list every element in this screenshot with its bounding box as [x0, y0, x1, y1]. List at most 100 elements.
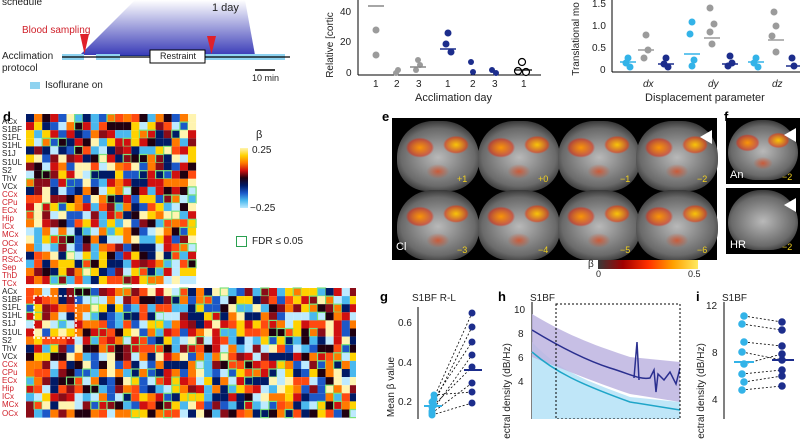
panel-h-plot	[531, 302, 681, 419]
restraint-box	[149, 49, 206, 64]
ytick: 20	[340, 37, 352, 48]
ytick: 0.4	[398, 358, 412, 369]
colorbar-beta: β	[588, 259, 594, 270]
row-label: Sep	[2, 262, 17, 272]
panel-f: f An −2 HR −2	[722, 108, 800, 258]
ytick: 8	[712, 348, 718, 359]
ytick: 6	[518, 353, 524, 364]
data-point	[393, 70, 399, 76]
row-label: TCx	[2, 279, 17, 288]
blood-arrow-2	[207, 36, 216, 54]
slice-number: −1	[620, 174, 631, 184]
peak	[633, 341, 640, 381]
restraint-label: Restraint	[160, 51, 197, 61]
xtick-dz: dz	[772, 79, 783, 90]
ytick: 0	[600, 65, 606, 76]
scale-label: 10 min	[252, 73, 280, 83]
fdr-swatch	[236, 236, 247, 247]
panel-g-title: S1BF R-L	[412, 293, 456, 304]
row-label: ECx	[2, 206, 18, 216]
ytick: 10	[514, 305, 526, 316]
cl-label: Cl	[396, 241, 407, 253]
ytick: 0	[346, 68, 352, 79]
panel-h: h S1BF ectral density (dB/Hz) 10 8 6 4	[490, 282, 690, 439]
row-label: CPu	[2, 198, 18, 207]
row-label: CPu	[2, 368, 18, 377]
data-point	[415, 57, 421, 63]
slice-number: −3	[457, 245, 468, 255]
colorbar-max: 0.5	[688, 269, 701, 279]
data-point	[468, 59, 474, 65]
panel-b: Relative [cortic 40 20 0 1 2 3 1 2 3 1 A…	[320, 0, 550, 105]
row-label: S1J	[2, 149, 16, 159]
ytick: 4	[518, 377, 524, 388]
protocol-diagram	[30, 0, 290, 89]
panel-b-xlabel: Acclimation day	[415, 92, 493, 104]
panel-g-label: g	[380, 289, 388, 304]
brain-slice	[478, 190, 560, 260]
schedule-title: schedule	[2, 0, 43, 8]
row-label: ThD	[2, 270, 18, 280]
row-label: Hip	[2, 214, 15, 224]
row-label: OCx	[2, 238, 18, 248]
brain-slice	[397, 121, 479, 191]
slice-number: −2	[782, 172, 793, 182]
xtick: 1	[445, 79, 451, 90]
row-label: S1HL	[2, 311, 23, 321]
data-point	[444, 29, 452, 37]
line-light	[531, 351, 681, 411]
row-label: ThV	[2, 173, 17, 183]
colorbar-beta: β	[256, 129, 263, 141]
data-point	[442, 40, 450, 48]
row-label: OCx	[2, 408, 18, 418]
line-dark	[531, 329, 681, 393]
brain-panel-an: An −2	[726, 118, 800, 184]
isoflurane-label: Isoflurane on	[45, 80, 103, 91]
row-label: VCx	[2, 351, 18, 361]
xtick: 3	[416, 79, 422, 90]
triangle-marker-icon	[784, 198, 796, 212]
row-label: ThV	[2, 343, 17, 353]
day-label: 1 day	[212, 2, 239, 14]
brain-slices: +1 +0 −1 −2 −3 −4 −5 −6 Cl	[392, 118, 718, 260]
correlation-heatmap	[26, 114, 356, 419]
row-label: PCx	[2, 246, 18, 256]
panel-d: d ACx S1BF S1FL S1HL S1J S1UL S2 ThV VCx CCx CPu EC…	[0, 108, 370, 419]
data-point	[447, 48, 455, 56]
ytick: 0.5	[592, 43, 606, 54]
row-label: S1BF	[2, 295, 23, 305]
panel-d-label: d	[3, 109, 11, 124]
panel-c: Translational mo 1.5 1.0 0.5 0 dx dy dz …	[570, 0, 800, 105]
colorbar-min: −0.25	[250, 203, 276, 214]
slice-number: +0	[538, 174, 549, 184]
row-label: S1BF	[2, 125, 23, 135]
row-label: CCx	[2, 359, 18, 369]
ytick: 40	[340, 7, 352, 18]
row-label: S2	[2, 335, 12, 345]
protocol-label: protocol	[2, 63, 38, 74]
triangle-marker-icon	[700, 130, 712, 144]
row-label: MCx	[2, 230, 19, 240]
slice-number: −5	[620, 245, 631, 255]
panel-i-label: i	[696, 289, 700, 304]
brain-slice	[397, 190, 479, 260]
ytick: 8	[518, 329, 524, 340]
slice-number: −2	[697, 174, 708, 184]
acclimation-label: Acclimation	[2, 51, 54, 62]
data-point	[493, 70, 499, 76]
panel-i: i S1BF ectral density (dB/Hz) 12 8 4	[690, 282, 800, 439]
xtick-dy: dy	[708, 79, 719, 90]
row-label: ECx	[2, 376, 18, 386]
xtick: 2	[394, 79, 400, 90]
panel-a: schedule 1 day Blood sampling Acclimatio…	[0, 0, 300, 95]
slice-number: +1	[457, 174, 468, 184]
colorbar	[240, 148, 248, 208]
data-point	[413, 67, 419, 73]
row-label: S1FL	[2, 303, 22, 313]
xtick: 1	[521, 79, 527, 90]
panel-h-ylabel: ectral density (dB/Hz)	[501, 343, 513, 439]
brain-slice	[558, 121, 640, 191]
panel-i-title: S1BF	[722, 293, 748, 304]
brain-panel-hr: HR −2	[726, 188, 800, 254]
slice-number: −2	[782, 242, 793, 252]
